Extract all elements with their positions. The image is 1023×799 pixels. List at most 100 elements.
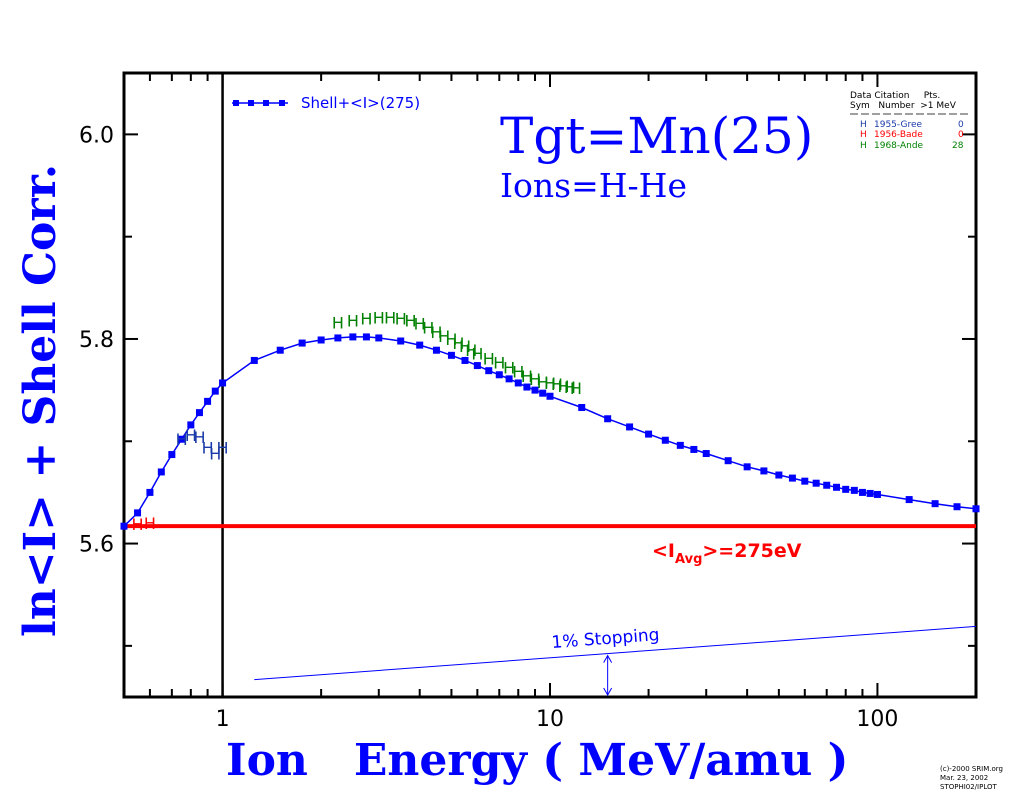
experimental-point: H (564, 378, 576, 397)
shell-curve-point (349, 333, 357, 341)
legend: Shell+<I>(275) (232, 94, 420, 112)
experimental-point: H (452, 334, 464, 353)
experimental-point: H (360, 310, 372, 329)
shell-curve-point (850, 486, 858, 494)
experimental-point: H (551, 375, 563, 394)
shell-curve-point (485, 367, 493, 375)
shell-curve-point (905, 496, 913, 504)
avg-i-label-head: <I (652, 540, 675, 562)
stopping-indicator: 1% Stopping (254, 625, 977, 697)
shell-curve-point (724, 457, 732, 465)
shell-curve-point (578, 404, 586, 412)
shell-curve-point (523, 383, 531, 391)
shell-curve-point (187, 421, 195, 429)
shell-curve-point (120, 522, 128, 530)
shell-curve-point (775, 471, 783, 479)
data-table-citation: 1955-Gree (874, 120, 922, 130)
stopping-label: 1% Stopping (551, 625, 660, 653)
data-table-sym: H (860, 141, 867, 151)
shell-curve-point (972, 505, 980, 513)
experimental-point: H (529, 370, 541, 389)
shell-curve-point (866, 489, 874, 497)
experimental-point: H (544, 374, 556, 393)
copyright-line-1: (c)-2000 SRIM.org (940, 765, 1003, 773)
shell-curve-point (676, 441, 684, 449)
y-tick-label: 5.8 (79, 328, 114, 353)
shell-curve-point (743, 463, 751, 471)
shell-curve-point (250, 356, 258, 364)
shell-curve-point (702, 450, 710, 458)
stopping-line (254, 625, 977, 681)
shell-curve-point (531, 386, 539, 394)
shell-curve-point (157, 468, 165, 476)
shell-curve-point (873, 490, 881, 498)
experimental-point: H (512, 363, 524, 382)
experimental-point: H (414, 315, 426, 334)
x-tick-label: 10 (536, 707, 564, 732)
shell-curve-point (823, 481, 831, 489)
shell-curve-point (168, 451, 176, 459)
experimental-point: H (521, 367, 533, 386)
data-table: Data Citation Pts. Sym Number >1 MeV H 1… (850, 91, 970, 151)
data-table-pts: 28 (952, 141, 964, 151)
experimental-point: H (422, 319, 434, 338)
experimental-point: H (202, 438, 214, 457)
shell-curve-point (514, 379, 522, 387)
copyright-line-3: STOPHI02/IPLOT (940, 783, 997, 791)
experimental-point: H (465, 341, 477, 360)
experimental-point: H (570, 379, 582, 398)
shell-curve-markers (120, 333, 980, 530)
experimental-point: H (459, 337, 471, 356)
copyright-line-2: Mar. 23, 2002 (940, 774, 988, 782)
y-axis-label: ln<I> + Shell Corr. (15, 164, 66, 637)
experimental-point: H (373, 308, 385, 327)
shell-curve-point (604, 415, 612, 423)
shell-curve-point (626, 423, 634, 431)
y-tick-label: 5.6 (79, 533, 114, 558)
x-axis-label: Ion Energy ( MeV/amu ) (226, 735, 848, 786)
shell-curve-point (211, 387, 219, 395)
experimental-point: H (176, 430, 188, 449)
shell-curve-point (317, 336, 325, 344)
shell-curve-point (760, 467, 768, 475)
x-tick-label: 1 (216, 707, 230, 732)
stopping-arrow-up (603, 654, 613, 663)
experimental-point: H (209, 445, 221, 464)
shell-curve-point (375, 334, 383, 342)
data-table-citation: 1956-Bade (874, 130, 923, 140)
experimental-point: H (395, 310, 407, 329)
shell-curve-point (416, 341, 424, 349)
chart-subtitle: Ions=H-He (500, 166, 687, 205)
experimental-point: H (430, 323, 442, 342)
shell-curve-point (495, 371, 503, 379)
data-table-header-2: Sym Number >1 MeV (850, 101, 957, 111)
experimental-point: H (132, 515, 144, 534)
shell-curve-point (362, 333, 370, 341)
axis-tick-labels: 5.6 5.8 6.0 1 10 100 (79, 123, 898, 732)
shell-curve-point (219, 379, 227, 387)
shell-curve-point (661, 436, 669, 444)
experimental-point: H (483, 349, 495, 368)
shell-curve-point (539, 389, 547, 397)
experimental-point: H (405, 312, 417, 331)
experimental-point: H (471, 344, 483, 363)
experimental-point: H (332, 314, 344, 333)
experimental-point: H (384, 308, 396, 327)
data-table-pts: 0 (958, 130, 964, 140)
shell-curve-point (432, 346, 440, 354)
experimental-point: H (347, 312, 359, 331)
experimental-point: H (445, 330, 457, 349)
avg-i-label-tail: >=275eV (702, 540, 801, 562)
experimental-point: H (503, 359, 515, 378)
avg-i-label-sub: Avg (675, 552, 702, 567)
data-table-header-1: Data Citation Pts. (850, 91, 940, 101)
avg-i-label: <IAvg>=275eV (652, 540, 802, 567)
shell-curve-point (276, 346, 284, 354)
experimental-point: H (185, 426, 197, 445)
shell-curve-point (146, 488, 154, 496)
shell-curve-point (134, 509, 142, 517)
x-tick-label: 100 (856, 707, 898, 732)
data-table-sym: H (860, 130, 867, 140)
data-table-row: H 1968-Ande 28 (860, 141, 964, 151)
experimental-point: H (537, 373, 549, 392)
